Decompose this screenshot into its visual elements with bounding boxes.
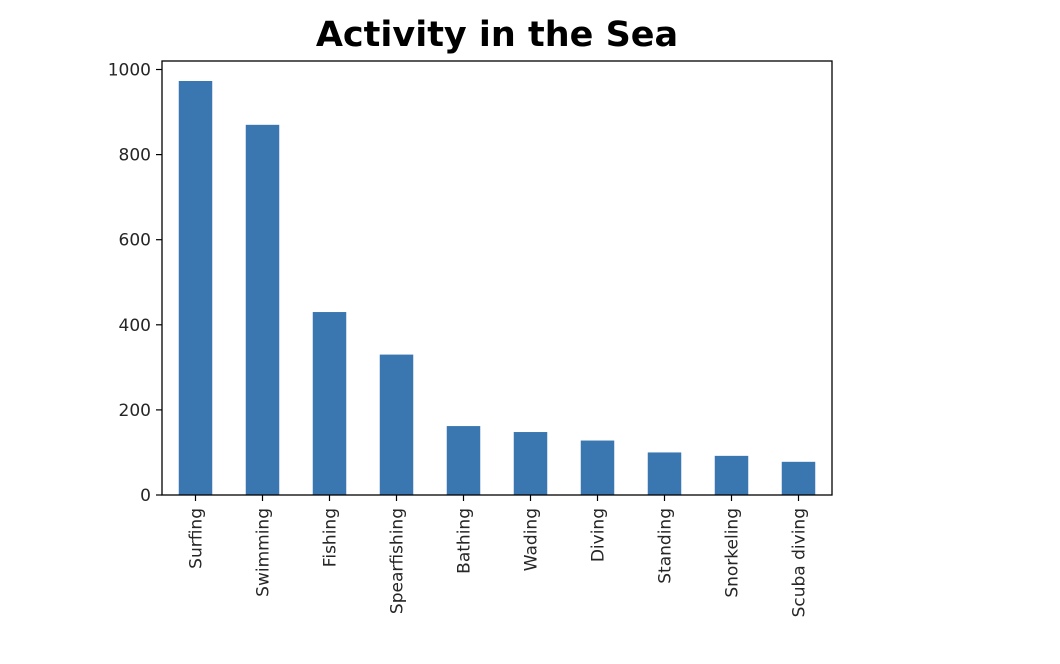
chart-title: Activity in the Sea <box>315 15 679 55</box>
bar-scuba-diving <box>781 461 816 495</box>
y-tick-label: 1000 <box>108 61 151 81</box>
x-tick-label: Wading <box>522 508 542 571</box>
bar-bathing <box>446 426 481 495</box>
y-tick-label: 600 <box>119 231 151 251</box>
x-tick-label: Scuba diving <box>790 508 810 617</box>
bar-surfing <box>178 80 213 495</box>
y-tick-label: 200 <box>119 401 151 421</box>
x-tick-label: Diving <box>589 508 609 562</box>
bars-group <box>178 80 816 495</box>
bar-diving <box>580 440 615 495</box>
y-tick-label: 400 <box>119 316 151 336</box>
plot-frame <box>161 60 833 496</box>
x-tick-label: Swimming <box>254 508 274 597</box>
y-tick-label: 0 <box>140 486 151 506</box>
y-axis: 0 200 400 600 800 1000 <box>108 61 162 506</box>
bar-swimming <box>245 124 280 495</box>
x-tick-label: Spearfishing <box>388 508 408 614</box>
bar-standing <box>647 452 682 495</box>
y-tick-label: 800 <box>119 146 151 166</box>
bar-spearfishing <box>379 354 414 495</box>
x-tick-label: Fishing <box>321 508 341 567</box>
x-tick-label: Surfing <box>187 508 207 569</box>
x-tick-label: Standing <box>656 508 676 584</box>
x-tick-label: Snorkeling <box>723 508 743 598</box>
bar-wading <box>513 432 548 495</box>
bar-snorkeling <box>714 455 749 495</box>
x-axis: Surfing Swimming Fishing Spearfishing Bathin… <box>187 495 810 617</box>
bar-fishing <box>312 312 347 495</box>
x-tick-label: Bathing <box>455 508 475 574</box>
